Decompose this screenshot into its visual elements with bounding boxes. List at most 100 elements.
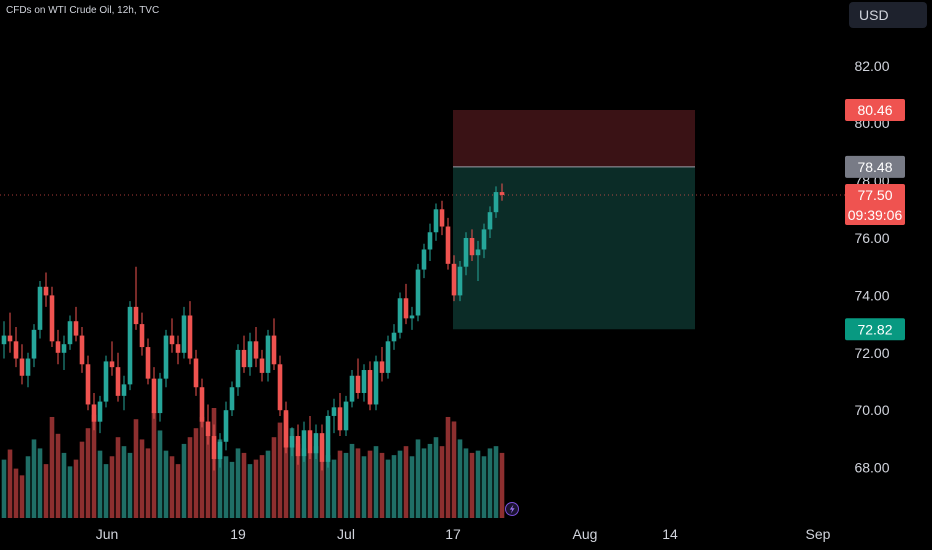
candle — [55, 329, 61, 365]
candle-body — [73, 321, 79, 336]
candle — [385, 335, 391, 379]
volume-bar — [133, 419, 139, 518]
candle-body — [313, 433, 319, 454]
candle-body — [463, 238, 469, 267]
time-axis[interactable]: Jun 19 Jul 17 Aug 14 Sep — [96, 526, 831, 542]
volume-bar — [85, 428, 91, 518]
candle-body — [271, 335, 277, 365]
candle-body — [187, 315, 193, 359]
candle-body — [1, 335, 7, 345]
candle — [415, 263, 421, 322]
candle — [19, 344, 25, 385]
candle-body — [7, 335, 13, 342]
candle-body — [223, 410, 229, 442]
volume-bar — [67, 466, 73, 518]
candle-body — [121, 384, 127, 396]
volume-bar — [253, 459, 259, 518]
volume-bar — [163, 450, 169, 518]
volume-bar — [397, 450, 403, 518]
candle — [43, 272, 49, 307]
candle — [121, 375, 127, 411]
candle-body — [403, 298, 409, 319]
candle — [247, 332, 253, 376]
candle-body — [355, 375, 361, 393]
candle — [337, 392, 343, 437]
candle — [433, 203, 439, 241]
candle-body — [127, 306, 133, 385]
candle-body — [469, 238, 475, 256]
volume-bar — [199, 416, 205, 518]
volume-bar — [457, 439, 463, 518]
candle-body — [115, 367, 121, 396]
time-tick-label: Jun — [96, 526, 119, 542]
candle — [325, 410, 331, 468]
candle-body — [493, 192, 499, 213]
candle — [481, 223, 487, 259]
volume-bar — [103, 464, 109, 518]
candle — [373, 355, 379, 411]
time-tick-label: 19 — [230, 526, 246, 542]
volume-bar — [175, 464, 181, 518]
candle-body — [361, 370, 367, 393]
volume-bar — [1, 459, 7, 518]
candle-body — [427, 232, 433, 250]
volume-bar — [415, 439, 421, 518]
candle-body — [391, 332, 397, 342]
currency-button[interactable]: USD — [849, 2, 927, 28]
candle — [91, 392, 97, 431]
candle — [133, 266, 139, 330]
candle — [259, 349, 265, 382]
candle — [379, 347, 385, 382]
candle — [145, 338, 151, 385]
candle-body — [337, 407, 343, 431]
candle — [115, 352, 121, 402]
volume-bar — [229, 461, 235, 518]
candle — [25, 352, 31, 388]
volume-bar — [49, 416, 55, 518]
candle — [289, 427, 295, 457]
candle — [223, 401, 229, 451]
lightning-icon[interactable] — [505, 502, 519, 516]
volume-bar — [43, 464, 49, 518]
volume-bar — [331, 459, 337, 518]
candle — [79, 326, 85, 373]
volume-bar — [97, 450, 103, 518]
candle — [211, 424, 217, 471]
volume-bar — [433, 437, 439, 518]
candle — [205, 404, 211, 445]
volume-bar — [91, 414, 97, 518]
volume-bar — [7, 449, 13, 518]
candle — [151, 367, 157, 419]
volume-bar — [373, 446, 379, 518]
candle — [403, 283, 409, 325]
candle-body — [415, 269, 421, 316]
candle-body — [109, 361, 115, 368]
volume-bar — [205, 421, 211, 518]
volume-bar — [349, 443, 355, 518]
candle — [397, 292, 403, 339]
candle — [421, 243, 427, 279]
volume-bar — [451, 421, 457, 518]
volume-bar — [421, 448, 427, 518]
volume-bar — [475, 450, 481, 518]
candle — [457, 260, 463, 302]
countdown-label: 09:39:06 — [848, 207, 903, 223]
candle — [193, 349, 199, 396]
candle-body — [151, 378, 157, 414]
volume-bar — [259, 455, 265, 518]
candle-body — [169, 335, 175, 345]
candle — [475, 240, 481, 282]
candle — [439, 200, 445, 236]
candle-body — [289, 436, 295, 448]
long-position-tool[interactable] — [453, 109, 695, 330]
candle — [367, 361, 373, 411]
volume-bar — [157, 430, 163, 518]
volume-bar — [25, 456, 31, 518]
candle-body — [259, 358, 265, 373]
volume-bar — [469, 452, 475, 518]
candle-body — [373, 361, 379, 405]
volume-bar — [325, 455, 331, 518]
volume-bar — [355, 448, 361, 518]
candle — [229, 381, 235, 416]
